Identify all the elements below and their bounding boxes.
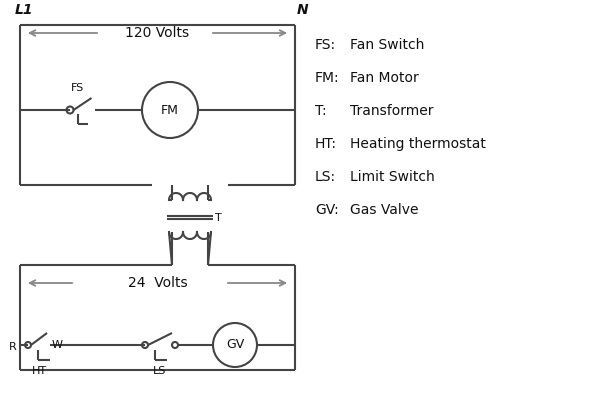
Text: HT:: HT: bbox=[315, 137, 337, 151]
Text: 120 Volts: 120 Volts bbox=[125, 26, 189, 40]
Text: FS:: FS: bbox=[315, 38, 336, 52]
Text: L1: L1 bbox=[15, 3, 34, 17]
Text: GV:: GV: bbox=[315, 203, 339, 217]
Text: GV: GV bbox=[226, 338, 244, 352]
Text: FS: FS bbox=[71, 83, 84, 93]
Text: Heating thermostat: Heating thermostat bbox=[350, 137, 486, 151]
Text: W: W bbox=[52, 340, 63, 350]
Text: T: T bbox=[215, 213, 222, 223]
Text: Fan Switch: Fan Switch bbox=[350, 38, 424, 52]
Text: T:: T: bbox=[315, 104, 327, 118]
Text: FM: FM bbox=[161, 104, 179, 116]
Text: R: R bbox=[9, 342, 17, 352]
Text: Gas Valve: Gas Valve bbox=[350, 203, 418, 217]
Text: Fan Motor: Fan Motor bbox=[350, 71, 419, 85]
Text: Limit Switch: Limit Switch bbox=[350, 170, 435, 184]
Text: LS:: LS: bbox=[315, 170, 336, 184]
Text: FM:: FM: bbox=[315, 71, 340, 85]
Text: N: N bbox=[297, 3, 309, 17]
Text: 24  Volts: 24 Volts bbox=[128, 276, 188, 290]
Text: Transformer: Transformer bbox=[350, 104, 434, 118]
Text: HT: HT bbox=[31, 366, 47, 376]
Text: LS: LS bbox=[153, 366, 167, 376]
